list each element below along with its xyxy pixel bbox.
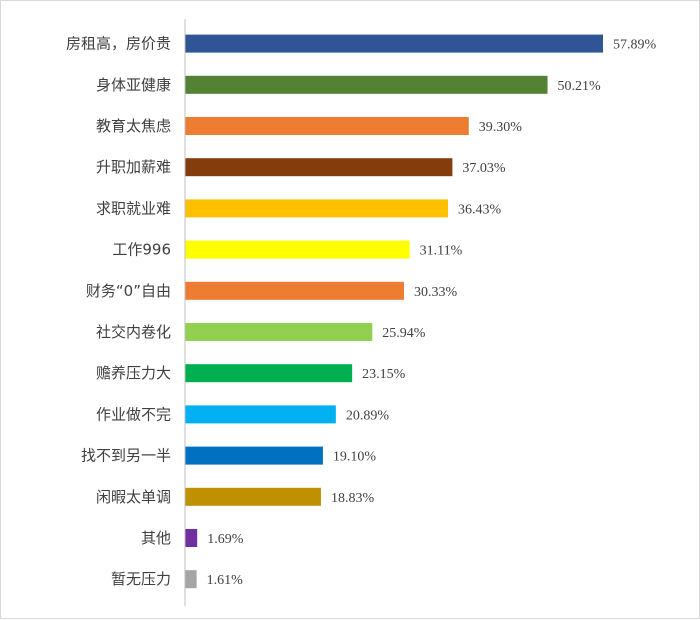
category-label: 其他 xyxy=(141,529,171,547)
category-label: 工作996 xyxy=(112,241,171,259)
category-label: 升职加薪难 xyxy=(96,158,171,176)
bar xyxy=(185,158,453,177)
category-label: 闲暇太单调 xyxy=(96,488,171,506)
bar xyxy=(185,34,603,53)
data-label: 23.15% xyxy=(362,367,406,382)
bar xyxy=(185,323,373,341)
bar xyxy=(185,117,469,135)
bar xyxy=(185,405,336,424)
data-label: 37.03% xyxy=(462,161,506,176)
data-label: 1.69% xyxy=(207,532,244,547)
data-label: 30.33% xyxy=(414,285,458,300)
data-label: 25.94% xyxy=(382,326,426,341)
data-label: 39.30% xyxy=(479,120,523,135)
bar xyxy=(185,446,323,465)
category-label: 求职就业难 xyxy=(96,199,171,217)
category-label: 教育太焦虑 xyxy=(96,117,171,135)
bar xyxy=(185,240,410,259)
data-label: 1.61% xyxy=(207,573,244,588)
category-label: 身体亚健康 xyxy=(96,76,171,94)
bar xyxy=(185,281,405,300)
data-label: 57.89% xyxy=(613,38,657,53)
bar xyxy=(185,529,198,547)
bar xyxy=(185,570,197,589)
category-label: 作业做不完 xyxy=(96,405,171,423)
bar xyxy=(185,75,548,94)
category-label: 社交内卷化 xyxy=(96,323,171,341)
bar xyxy=(185,487,321,506)
data-label: 31.11% xyxy=(420,244,463,259)
category-label: 赡养压力大 xyxy=(96,364,171,382)
category-label: 暂无压力 xyxy=(111,570,171,588)
data-label: 20.89% xyxy=(346,408,390,423)
data-label: 50.21% xyxy=(558,79,602,94)
category-label: 财务“0”自由 xyxy=(86,282,171,300)
data-label: 18.83% xyxy=(331,491,375,506)
bar xyxy=(185,199,449,218)
category-label: 找不到另一半 xyxy=(81,447,171,465)
category-label: 房租高，房价贵 xyxy=(66,35,171,53)
data-label: 19.10% xyxy=(333,450,377,465)
data-label: 36.43% xyxy=(458,202,502,217)
bar xyxy=(185,364,353,383)
